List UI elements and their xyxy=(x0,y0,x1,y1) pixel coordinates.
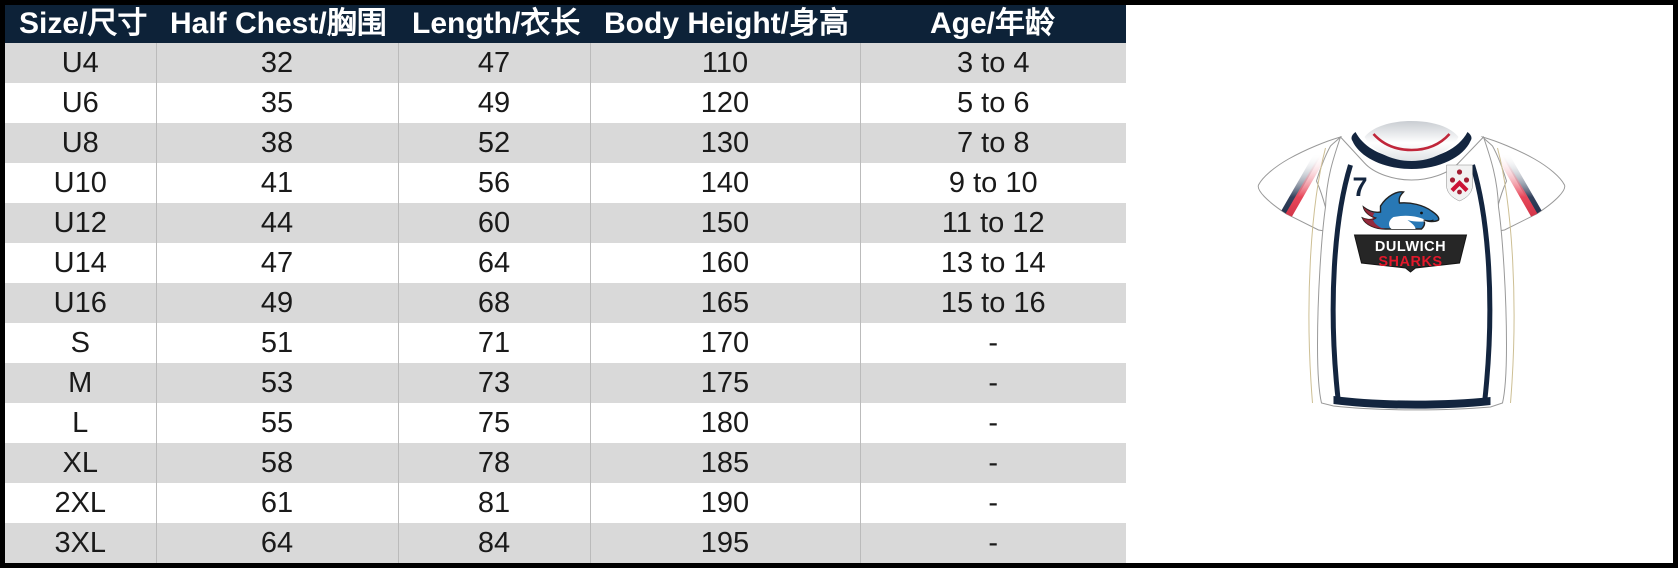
svg-text:DULWICH: DULWICH xyxy=(1375,239,1446,255)
svg-text:7: 7 xyxy=(1353,172,1368,202)
svg-text:SHARKS: SHARKS xyxy=(1378,254,1442,270)
